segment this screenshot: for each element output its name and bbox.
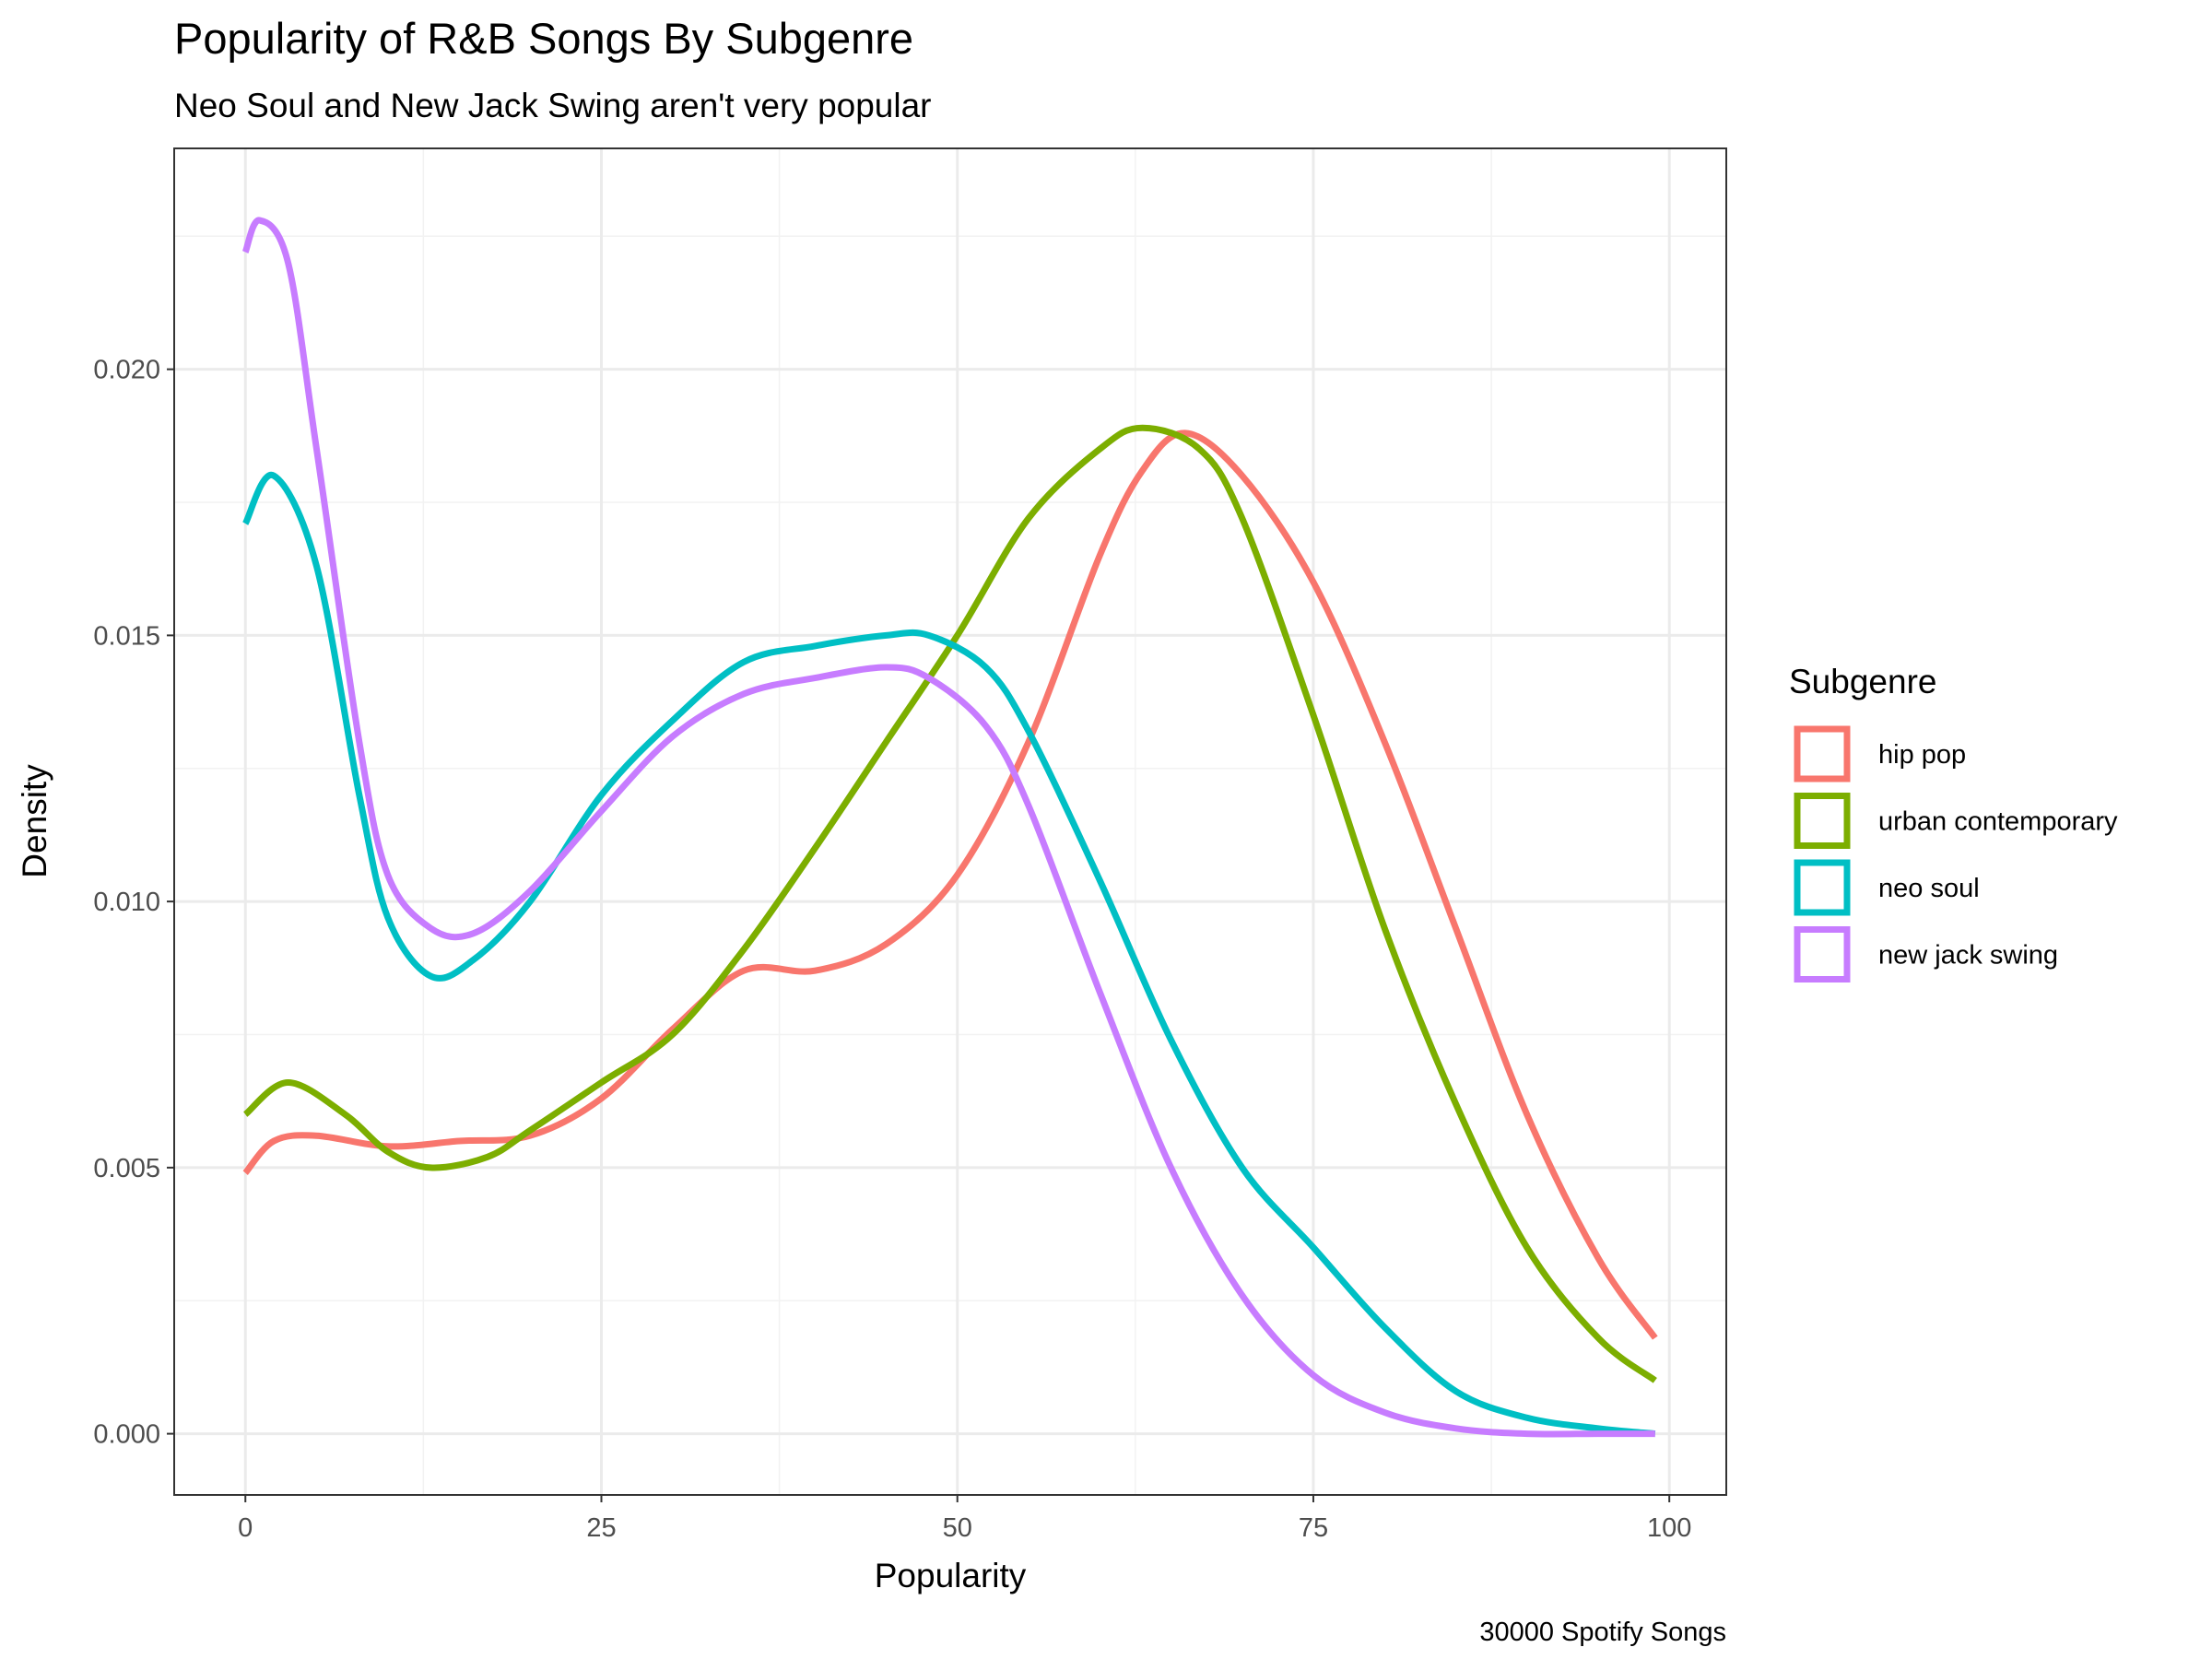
chart-title: Popularity of R&B Songs By Subgenre	[174, 14, 913, 63]
panel-border	[173, 147, 1727, 1496]
x-tick-label: 75	[1299, 1513, 1328, 1543]
x-tick-label: 50	[943, 1513, 972, 1543]
legend-title: Subgenre	[1789, 663, 1936, 700]
legend-key	[1794, 926, 1851, 982]
x-tick-label: 100	[1647, 1513, 1691, 1543]
chart-caption: 30000 Spotify Songs	[1479, 1618, 1726, 1647]
x-tick-label: 0	[238, 1513, 253, 1543]
y-tick-label: 0.000	[93, 1420, 160, 1450]
legend: Subgenre hip pop urban contemporary neo so…	[1789, 663, 2118, 982]
legend-label: neo soul	[1878, 874, 1980, 903]
x-tick-label: 25	[586, 1513, 616, 1543]
y-axis: 0.000 0.005 0.010 0.015 0.020	[93, 356, 174, 1450]
chart-subtitle: Neo Soul and New Jack Swing aren't very …	[174, 87, 932, 124]
series-line-neo-soul	[242, 472, 1656, 1438]
panel-background	[174, 148, 1726, 1495]
y-axis-title: Density	[16, 764, 53, 878]
series-line-new-jack-swing	[241, 217, 1655, 1438]
grid-minor	[174, 148, 1726, 1495]
legend-key	[1794, 859, 1851, 916]
legend-key	[1794, 725, 1851, 782]
legend-label: new jack swing	[1878, 941, 2058, 971]
y-tick-label: 0.020	[93, 356, 160, 385]
y-tick-label: 0.005	[93, 1154, 160, 1183]
x-axis-title: Popularity	[875, 1557, 1027, 1594]
y-tick-label: 0.015	[93, 621, 160, 651]
series-line-urban-contemporary	[242, 424, 1657, 1383]
legend-label: urban contemporary	[1878, 807, 2118, 837]
y-tick-label: 0.010	[93, 888, 160, 917]
series-layer	[241, 217, 1658, 1438]
legend-key	[1794, 793, 1851, 849]
legend-label: hip pop	[1878, 740, 1966, 770]
x-axis: 0 25 50 75 100	[238, 1495, 1691, 1543]
